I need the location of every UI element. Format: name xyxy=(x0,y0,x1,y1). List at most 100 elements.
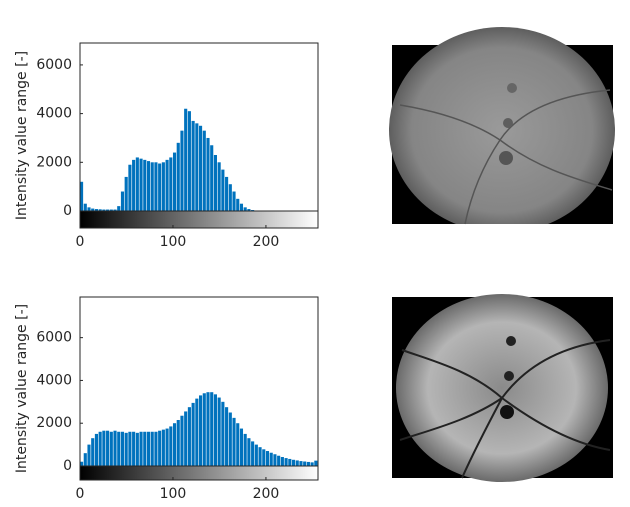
bar xyxy=(184,411,187,466)
bar xyxy=(177,420,180,466)
bar xyxy=(259,447,262,466)
bar xyxy=(173,423,176,466)
bar xyxy=(177,143,180,211)
bar xyxy=(203,131,206,211)
bar xyxy=(277,456,280,466)
bar xyxy=(95,434,98,466)
bar xyxy=(251,441,254,466)
bar xyxy=(214,155,217,211)
bar xyxy=(288,459,291,466)
bar xyxy=(218,162,221,211)
bar xyxy=(303,462,306,466)
bar xyxy=(154,432,157,466)
bar xyxy=(273,454,276,466)
bar xyxy=(244,207,247,211)
figure: 0 2000 4000 6000 0 100 200 Intensity value rang… xyxy=(0,0,630,507)
bar xyxy=(188,111,191,211)
bar xyxy=(140,159,143,211)
bar xyxy=(147,432,150,466)
bar xyxy=(106,431,109,466)
bar xyxy=(184,109,187,211)
bar xyxy=(266,451,269,466)
x-tick-label: 200 xyxy=(253,234,280,250)
x-tick-label: 0 xyxy=(76,486,85,502)
bar xyxy=(218,398,221,466)
y-tick-label: 2000 xyxy=(36,154,72,170)
bar xyxy=(240,429,243,466)
bar xyxy=(151,162,154,211)
bar xyxy=(166,429,169,466)
y-tick-label: 0 xyxy=(63,203,72,219)
bar xyxy=(229,413,232,466)
bar xyxy=(162,162,165,211)
bar xyxy=(180,131,183,211)
y-tick-label: 4000 xyxy=(36,106,72,122)
x-tick-label: 100 xyxy=(160,486,187,502)
bar xyxy=(221,170,224,211)
y-tick-label: 6000 xyxy=(36,330,72,346)
gray-colorbar xyxy=(80,211,318,228)
bar xyxy=(117,432,120,466)
bar xyxy=(128,432,131,466)
bar xyxy=(232,192,235,211)
bar xyxy=(125,177,128,211)
bar xyxy=(281,457,284,466)
bar xyxy=(206,138,209,211)
bar xyxy=(173,153,176,211)
bar xyxy=(169,157,172,211)
bar xyxy=(199,126,202,211)
bar xyxy=(285,458,288,466)
bar xyxy=(232,418,235,466)
bar xyxy=(121,432,124,466)
bar xyxy=(262,449,265,466)
bar xyxy=(136,157,139,211)
bar xyxy=(195,123,198,211)
bar xyxy=(210,392,213,466)
bar xyxy=(151,432,154,466)
bar xyxy=(210,145,213,211)
bar xyxy=(102,431,105,466)
bar xyxy=(143,432,146,466)
y-tick-label: 6000 xyxy=(36,57,72,73)
bar xyxy=(292,460,295,466)
bar xyxy=(236,199,239,211)
y-tick-label: 0 xyxy=(63,458,72,474)
x-tick-label: 100 xyxy=(160,234,187,250)
retina-image-enhanced xyxy=(392,294,613,482)
bar xyxy=(91,438,94,466)
bar xyxy=(199,395,202,466)
bar xyxy=(244,434,247,466)
bar xyxy=(192,403,195,466)
bar xyxy=(314,461,317,466)
bar xyxy=(236,423,239,466)
bar xyxy=(87,207,90,211)
bar xyxy=(113,431,116,466)
bar xyxy=(132,160,135,211)
bar xyxy=(132,432,135,466)
bar xyxy=(225,407,228,466)
bar xyxy=(99,432,102,466)
y-tick-label: 2000 xyxy=(36,415,72,431)
bar xyxy=(84,453,87,466)
bar xyxy=(180,416,183,466)
bar xyxy=(147,161,150,211)
bar xyxy=(296,460,299,466)
gray-colorbar xyxy=(80,466,318,480)
bar xyxy=(311,462,314,466)
bar xyxy=(192,121,195,211)
bar xyxy=(221,402,224,466)
bar xyxy=(128,165,131,211)
bar xyxy=(255,445,258,466)
histogram-chart: 02000400060000100200Intensity value rang… xyxy=(14,43,318,250)
bar xyxy=(247,438,250,466)
y-axis-label: Intensity value range [-] xyxy=(14,51,30,220)
bar xyxy=(169,426,172,466)
bar xyxy=(140,432,143,466)
bar xyxy=(117,206,120,211)
bar xyxy=(87,445,90,466)
y-tick-label: 4000 xyxy=(36,372,72,388)
bar xyxy=(125,433,128,466)
bar xyxy=(154,162,157,211)
bar xyxy=(307,462,310,466)
